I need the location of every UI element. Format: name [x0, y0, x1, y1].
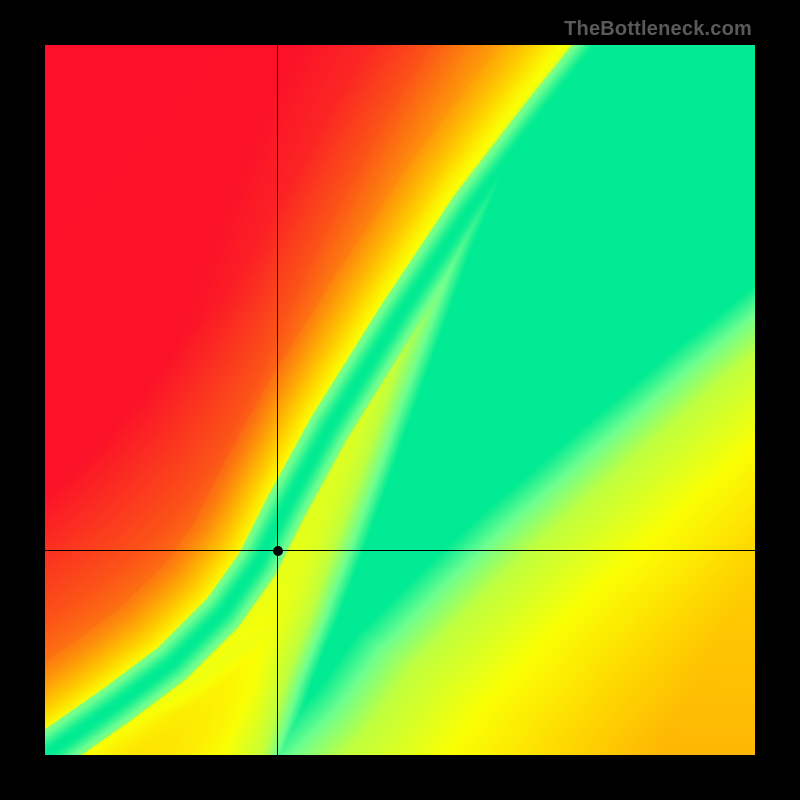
crosshair-horizontal [45, 550, 755, 551]
heatmap-chart [45, 45, 755, 755]
heatmap-canvas [45, 45, 755, 755]
chart-container: TheBottleneck.com [0, 0, 800, 800]
crosshair-vertical [277, 45, 278, 755]
data-point-marker [273, 546, 283, 556]
watermark-text: TheBottleneck.com [564, 18, 752, 41]
